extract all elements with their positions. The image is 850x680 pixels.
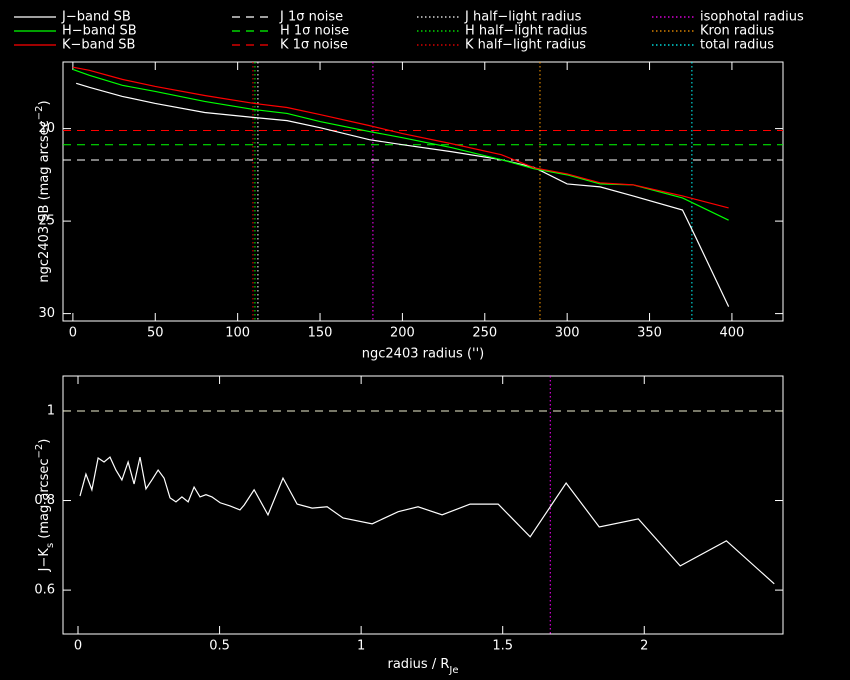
legend-label: J half−light radius — [464, 10, 582, 25]
x-tick-label: 1 — [357, 639, 365, 654]
legend-label: J 1σ noise — [279, 10, 343, 25]
legend-label: isophotal radius — [700, 10, 804, 25]
axis-label-part: s — [45, 543, 56, 548]
axis-label: ngc2403 SB (mag arcsec−2) — [34, 100, 52, 282]
x-tick-label: 0 — [69, 326, 77, 341]
y-tick-label: 30 — [38, 306, 55, 321]
axis-label: J−Ks (mag arcsec−2) — [34, 439, 56, 573]
legend-label: K 1σ noise — [280, 38, 348, 53]
legend-label: H−band SB — [62, 24, 137, 39]
y-tick-label: 1 — [47, 403, 55, 418]
x-tick-label: 50 — [147, 326, 164, 341]
axis-label-part: −2 — [34, 105, 45, 120]
axis-label-part: (mag arcsec — [37, 459, 52, 543]
axis-label: ngc2403 radius ('') — [362, 347, 484, 362]
legend-label: total radius — [700, 38, 774, 53]
y-tick-label: 20 — [38, 121, 55, 136]
axis-label: radius / RJe — [388, 657, 459, 676]
legend-label: H half−light radius — [465, 24, 588, 39]
x-tick-label: 300 — [555, 326, 580, 341]
legend-label: J−band SB — [61, 10, 131, 25]
axis-label-part: radius / R — [388, 657, 450, 672]
y-tick-label: 0.6 — [34, 583, 55, 598]
x-tick-label: 1.5 — [492, 639, 513, 654]
x-tick-label: 100 — [225, 326, 250, 341]
x-tick-label: 2 — [640, 639, 648, 654]
axis-label-part: ) — [37, 439, 52, 444]
x-tick-label: 400 — [720, 326, 745, 341]
x-tick-label: 0.5 — [209, 639, 230, 654]
legend-label: H 1σ noise — [280, 24, 349, 39]
axis-label-part: Je — [448, 665, 458, 676]
axis-label-part: ) — [37, 100, 52, 105]
x-tick-label: 250 — [472, 326, 497, 341]
sb-line — [72, 68, 729, 221]
sb-line — [72, 66, 729, 209]
y-tick-label: 25 — [38, 214, 55, 229]
x-tick-label: 200 — [390, 326, 415, 341]
plot-frame — [62, 61, 784, 322]
sb-line — [79, 456, 775, 585]
plot-frame — [62, 375, 784, 635]
sb-line — [76, 82, 730, 307]
x-tick-label: 150 — [308, 326, 333, 341]
x-tick-label: 350 — [637, 326, 662, 341]
legend-label: K−band SB — [62, 38, 135, 53]
axis-label-part: −2 — [34, 444, 45, 459]
axis-label-part: J−K — [37, 548, 52, 573]
legend-label: Kron radius — [700, 24, 774, 39]
axis-label-part: ngc2403 SB (mag arcsec — [37, 120, 52, 282]
x-tick-label: 0 — [74, 639, 82, 654]
y-tick-label: 0.8 — [34, 493, 55, 508]
legend-label: K half−light radius — [465, 38, 586, 53]
